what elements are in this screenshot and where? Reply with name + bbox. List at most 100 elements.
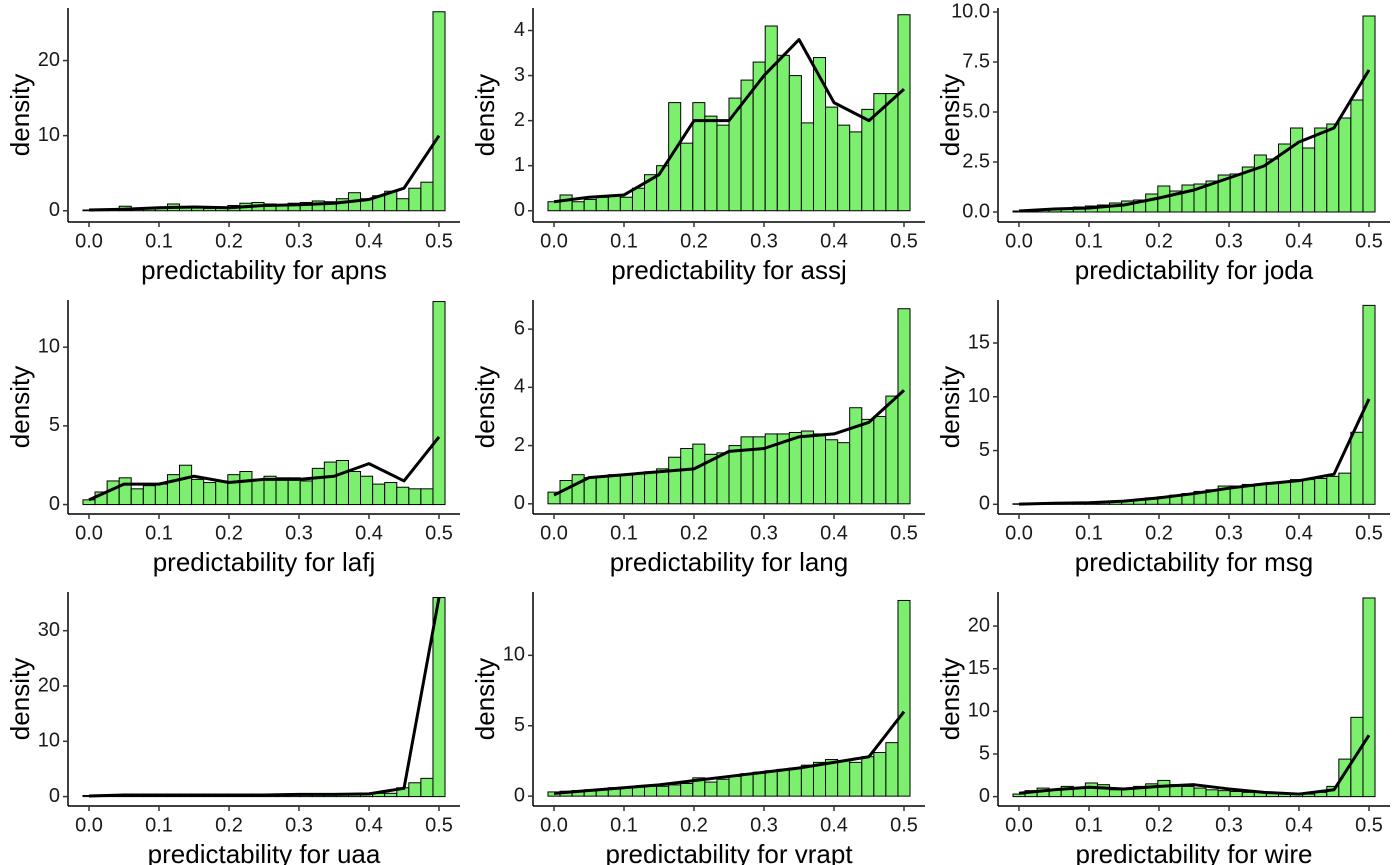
y-tick-label: 4 [514,19,525,41]
density-curve [88,597,441,798]
bar [716,452,730,505]
density-curve [88,435,441,502]
x-tick-label: 0.2 [215,522,243,544]
bar [432,301,446,506]
bar [752,436,766,505]
bar [656,165,670,212]
y-tick-label: 15 [968,657,990,679]
x-tick-label: 0.5 [1355,814,1383,836]
y-tick-label: 0 [514,492,525,514]
x-axis-title: predictability for apns [141,255,387,285]
bar [287,477,301,506]
y-tick-label: 5 [49,414,60,436]
y-tick-label: 0 [979,785,990,807]
bar [716,778,730,797]
bar [372,483,386,506]
x-tick-label: 0.0 [75,522,103,544]
bar [861,756,875,797]
panel: 0 5 10 0.0 0.1 0.2 0.3 0.4 0.5 predictability for… [470,592,925,865]
bar [704,781,718,797]
y-tick-label: 0 [49,493,60,515]
bar [547,201,561,212]
bar [583,477,597,505]
bar [1362,15,1376,213]
x-axis-title: predictability for joda [1075,255,1314,285]
y-axis-title: density [5,366,35,448]
bar [764,770,778,797]
x-tick-label: 0.4 [820,522,848,544]
bar [812,761,827,797]
bar [1253,483,1267,505]
x-tick-label: 0.4 [355,814,383,836]
bar [1241,791,1255,798]
x-tick-label: 0.2 [680,522,708,544]
bar [1302,147,1316,213]
bar [825,759,839,797]
x-tick-label: 0.5 [1355,522,1383,544]
panel: 0 10 20 0.0 0.1 0.2 0.3 0.4 0.5 predictability fo… [5,8,460,285]
panel: 0 2 4 6 0.0 0.1 0.2 0.3 0.4 0.5 predictability for… [470,300,925,577]
bar [776,768,790,797]
x-tick-label: 0.5 [425,522,453,544]
y-tick-label: 5 [979,439,990,461]
bar [408,782,422,798]
bar [1314,127,1328,213]
x-tick-label: 0.5 [1355,230,1383,252]
bar [631,187,646,212]
bar [825,439,839,505]
bar [1302,479,1316,505]
x-tick-label: 0.4 [1285,814,1313,836]
bar [1350,716,1364,798]
y-axis-title: density [470,366,500,448]
bar [1181,785,1195,798]
bar [118,477,132,506]
bar [571,201,585,212]
bar [788,767,802,797]
bar [1229,173,1243,213]
x-tick-label: 0.2 [680,814,708,836]
panel: 0 5 10 15 20 0.0 0.1 0.2 0.3 0.4 0.5 predictability… [935,592,1390,865]
bar [335,460,349,506]
y-tick-label: 0 [49,785,60,807]
bar [1229,791,1243,798]
x-tick-label: 0.5 [425,814,453,836]
bar [583,198,597,212]
bar [873,415,887,505]
density-curve [1018,398,1371,506]
panel: 0.0 2.5 5.0 7.5 10.0 0.0 0.1 0.2 0.3 0.4 0.5 predic… [935,0,1390,285]
bar [1362,597,1376,798]
x-tick-label: 0.3 [285,814,313,836]
bar [728,775,742,797]
y-tick-label: 2 [514,434,525,456]
x-axis-title: predictability for lafj [153,547,376,577]
y-tick-label: 2.5 [962,150,990,172]
panel: 0 10 20 30 0.0 0.1 0.2 0.3 0.4 0.5 predictability … [5,592,460,865]
x-tick-label: 0.2 [1145,814,1173,836]
bar [837,760,851,797]
x-tick-label: 0.0 [1005,230,1033,252]
y-tick-label: 10 [503,644,525,666]
bar [812,57,827,212]
y-axis-title: density [5,658,35,740]
bar [897,599,911,797]
bar [885,93,899,212]
y-tick-label: 10 [38,730,60,752]
bar [251,478,265,506]
bar [788,75,802,212]
bar [800,764,814,797]
bar [644,785,658,797]
bar [408,488,422,506]
bar [885,742,899,797]
x-tick-label: 0.2 [1145,522,1173,544]
bar [861,418,875,505]
y-tick-label: 10.0 [951,0,990,22]
x-tick-label: 0.5 [890,522,918,544]
bar [595,196,609,212]
bar [571,474,585,505]
x-tick-label: 0.4 [820,230,848,252]
y-axis-title: density [935,366,965,448]
x-tick-label: 0.2 [1145,230,1173,252]
x-tick-label: 0.3 [1215,522,1243,544]
bar [1109,789,1123,798]
